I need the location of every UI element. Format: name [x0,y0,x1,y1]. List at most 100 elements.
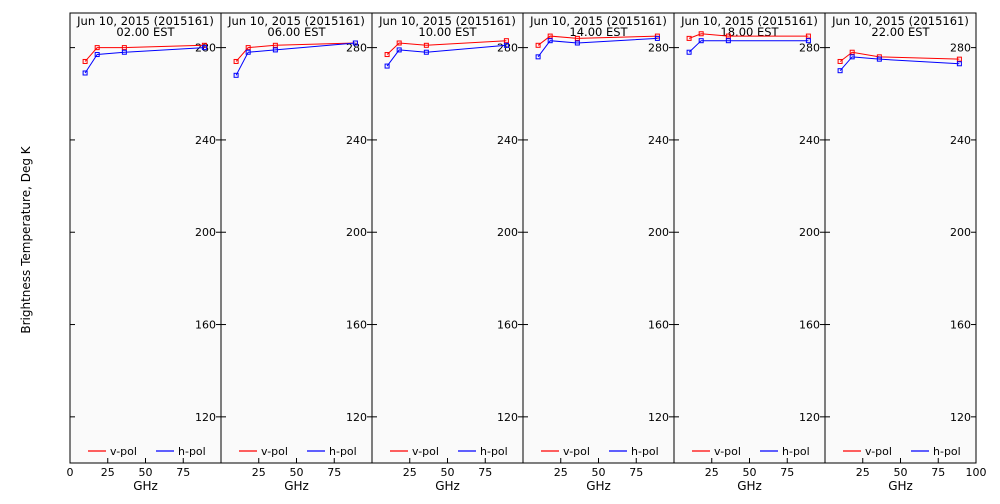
y-tick-label: 240 [346,134,367,147]
panel-title: Jun 10, 2015 (2015161) [529,14,667,28]
data-point-h-pol [876,56,882,62]
data-point-h-pol [245,49,251,55]
y-tick-label: 200 [195,226,216,239]
legend-label-v-pol: v-pol [261,445,288,458]
y-tick-label: 280 [950,42,971,55]
y-tick-label: 200 [497,226,518,239]
y-axis-label: Brightness Temperature, Deg K [19,145,33,333]
data-point-h-pol [686,49,692,55]
y-tick-label: 120 [497,411,518,424]
series-line-v-pol [386,40,507,55]
data-point-v-pol [535,42,541,48]
legend-label-v-pol: v-pol [865,445,892,458]
x-tick-label: 75 [780,466,794,479]
y-tick-label: 200 [648,226,669,239]
panel-frame [371,12,524,464]
series-line-v-pol [235,42,356,62]
data-point-v-pol [503,38,509,44]
x-tick-label: 50 [441,466,455,479]
data-point-h-pol [384,63,390,69]
data-point-h-pol [725,38,731,44]
y-tick-label: 240 [648,134,669,147]
data-point-v-pol [837,58,843,64]
y-tick-label: 160 [648,319,669,332]
data-point-h-pol [82,70,88,76]
data-point-h-pol [94,52,100,58]
legend-label-h-pol: h-pol [329,445,357,458]
x-axis-label: GHz [435,479,460,493]
data-point-v-pol [725,33,731,39]
legend-label-v-pol: v-pol [714,445,741,458]
series-line-v-pol [688,33,809,39]
data-point-h-pol [423,49,429,55]
data-point-v-pol [121,45,127,51]
y-tick-label: 120 [648,411,669,424]
y-tick-label: 240 [799,134,820,147]
panel-subtitle: 02.00 EST [116,25,175,39]
data-point-h-pol [956,61,962,67]
panel-1: Jun 10, 2015 (2015161)02.00 EST 120 160 200… [67,12,222,493]
series-line-h-pol [688,40,809,53]
y-tick-label: 200 [346,226,367,239]
x-tick-label: 50 [894,466,908,479]
y-tick-label: 200 [799,226,820,239]
y-tick-label: 280 [648,42,669,55]
data-point-v-pol [233,58,239,64]
y-tick-label: 280 [195,42,216,55]
panel-subtitle: 14.00 EST [569,25,628,39]
panel-frame [824,12,977,464]
data-point-h-pol [121,49,127,55]
data-point-v-pol [245,45,251,51]
series-line-h-pol [386,44,507,67]
x-tick-label: 25 [403,466,417,479]
panel-frame [673,12,826,464]
panel-4: Jun 10, 2015 (2015161)14.00 EST 120 160 200… [522,12,675,493]
y-tick-label: 160 [497,319,518,332]
panel-subtitle: 10.00 EST [418,25,477,39]
x-tick-label: 25 [101,466,115,479]
data-point-v-pol [686,35,692,41]
data-point-v-pol [547,33,553,39]
data-point-h-pol [654,35,660,41]
data-point-h-pol [837,68,843,74]
x-axis-label: GHz [284,479,309,493]
x-tick-label: 50 [592,466,606,479]
x-tick-label: 100 [966,466,987,479]
data-point-v-pol [805,33,811,39]
data-point-h-pol [849,54,855,60]
y-tick-label: 200 [950,226,971,239]
x-tick-label: 75 [478,466,492,479]
panel-frame [522,12,675,464]
y-tick-label: 160 [799,319,820,332]
y-tick-label: 280 [799,42,820,55]
legend-label-h-pol: h-pol [178,445,206,458]
x-tick-label: 75 [176,466,190,479]
x-axis-label: GHz [133,479,158,493]
data-point-h-pol [535,54,541,60]
y-tick-label: 160 [195,319,216,332]
y-tick-label: 240 [497,134,518,147]
data-point-v-pol [956,56,962,62]
x-axis-label: GHz [888,479,913,493]
panel-title: Jun 10, 2015 (2015161) [378,14,516,28]
legend-label-v-pol: v-pol [412,445,439,458]
data-point-v-pol [82,58,88,64]
x-tick-label: 75 [931,466,945,479]
legend-label-v-pol: v-pol [563,445,590,458]
data-point-v-pol [849,49,855,55]
series-line-h-pol [537,37,658,58]
x-tick-label: 25 [705,466,719,479]
series-line-v-pol [537,35,658,46]
legend-label-h-pol: h-pol [933,445,961,458]
y-tick-label: 280 [497,42,518,55]
panel-3: Jun 10, 2015 (2015161)10.00 EST 120 160 200… [371,12,524,493]
panel-subtitle: 22.00 EST [871,25,930,39]
series-line-v-pol [839,51,960,62]
y-tick-label: 120 [950,411,971,424]
panel-5: Jun 10, 2015 (2015161)18.00 EST 120 160 200… [673,12,826,493]
x-tick-label: 25 [554,466,568,479]
legend-label-h-pol: h-pol [631,445,659,458]
data-point-v-pol [423,42,429,48]
y-tick-label: 160 [346,319,367,332]
y-tick-label: 120 [346,411,367,424]
